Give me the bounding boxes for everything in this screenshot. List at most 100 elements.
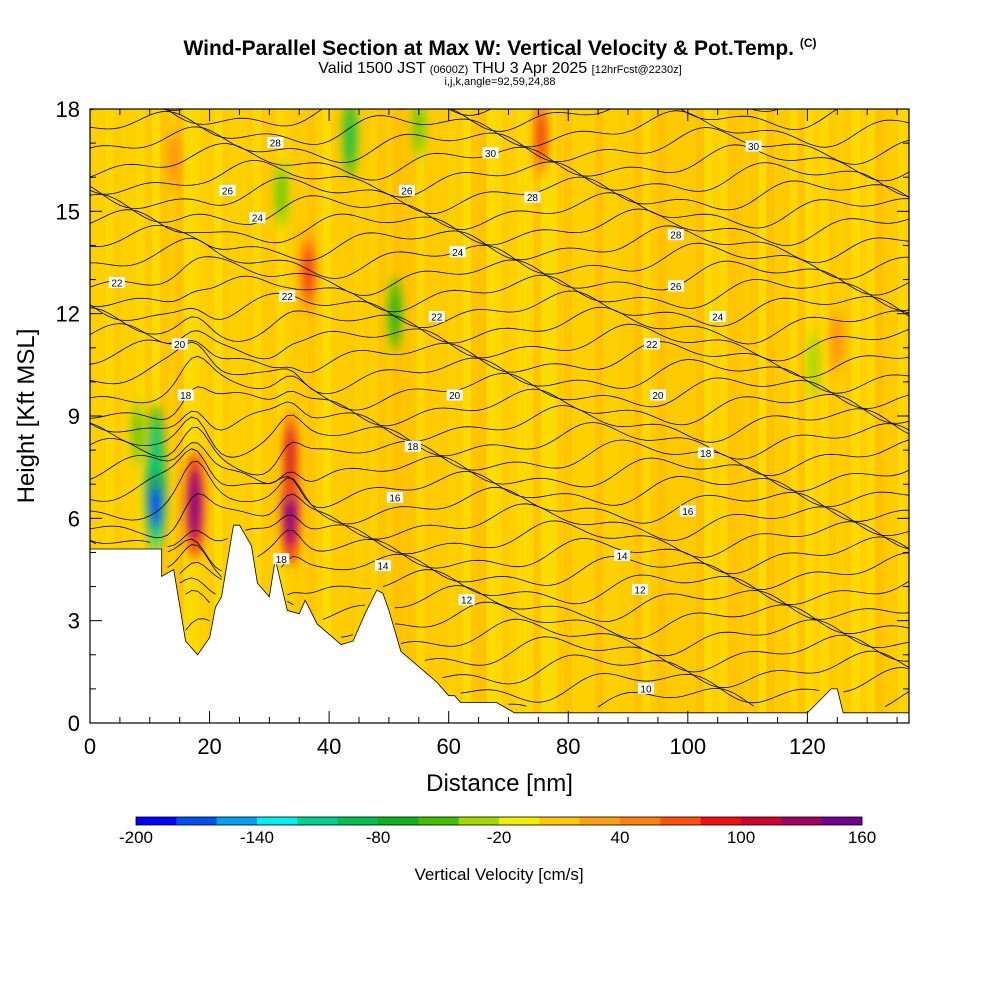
valid-zulu: (0600Z) xyxy=(429,64,469,76)
velocity-column xyxy=(470,109,480,723)
velocity-column xyxy=(556,109,565,723)
velocity-column xyxy=(431,109,441,723)
theta-contour xyxy=(90,126,909,165)
velocity-column xyxy=(579,109,589,723)
velocity-column xyxy=(595,109,604,723)
colorbar-swatch xyxy=(700,817,742,825)
velocity-column xyxy=(649,109,659,723)
theta-contour xyxy=(90,442,909,492)
theta-contour xyxy=(90,493,909,541)
theta-contour xyxy=(90,110,909,148)
y-tick-label: 3 xyxy=(68,609,80,634)
terrain-mask xyxy=(90,524,909,723)
theta-contour xyxy=(90,256,909,296)
velocity-column xyxy=(882,109,892,723)
contour-label: 28 xyxy=(670,231,682,242)
contour-label-bg xyxy=(667,280,684,292)
velocity-column xyxy=(634,109,643,723)
contour-label: 14 xyxy=(377,562,389,573)
contour-label: 24 xyxy=(452,248,464,259)
contour-label-bg xyxy=(171,338,188,350)
velocity-column xyxy=(447,109,457,723)
contour-label-bg xyxy=(374,560,391,572)
chart-title: Wind-Parallel Section at Max W: Vertical… xyxy=(0,36,1000,61)
velocity-column xyxy=(641,109,651,723)
velocity-column xyxy=(564,109,573,723)
colorbar-swatch xyxy=(136,817,177,825)
contour-label: 24 xyxy=(252,214,264,225)
velocity-column xyxy=(439,109,449,723)
velocity-column xyxy=(400,109,410,723)
contour-label-bg xyxy=(108,276,125,288)
axes: 0 20 40 60 80 100 120 0 3 6 9 12 15 18 xyxy=(56,97,909,759)
contour-label: 20 xyxy=(652,391,664,402)
velocity-column xyxy=(369,109,379,723)
contour-label: 22 xyxy=(282,292,294,303)
contour-label: 18 xyxy=(700,449,712,460)
velocity-column xyxy=(362,109,371,723)
theta-contour xyxy=(90,160,909,198)
velocity-column xyxy=(214,109,223,723)
contour-label: 22 xyxy=(111,278,123,289)
velocity-column xyxy=(509,109,519,723)
colorbar-tick-label: -20 xyxy=(487,828,512,847)
contour-label-bg xyxy=(631,583,648,595)
contour-label: 12 xyxy=(634,585,646,596)
velocity-column xyxy=(478,109,488,723)
theta-contour xyxy=(90,426,909,477)
theta-contour xyxy=(442,650,909,689)
colorbar-swatch xyxy=(821,817,863,825)
velocity-column xyxy=(548,109,558,723)
contour-label: 16 xyxy=(389,493,401,504)
theta-contour xyxy=(90,274,909,313)
velocity-column xyxy=(385,109,394,723)
theta-contour xyxy=(90,290,909,329)
velocity-column xyxy=(657,109,666,723)
contour-label: 22 xyxy=(431,313,443,324)
theta-contour xyxy=(460,667,909,704)
theta-contour xyxy=(90,192,909,231)
y-tick-label: 6 xyxy=(68,506,80,531)
contour-label-bg xyxy=(273,553,290,565)
theta-contour xyxy=(90,208,909,246)
theta-contour xyxy=(90,355,909,411)
theta-contour xyxy=(90,401,909,443)
velocity-column xyxy=(789,109,799,723)
contour-label-bg xyxy=(386,491,403,503)
colorbar-swatch xyxy=(539,817,580,825)
velocity-cell xyxy=(188,469,201,541)
velocity-column xyxy=(859,109,868,723)
contour-label-bg xyxy=(219,184,236,196)
velocity-column xyxy=(307,109,317,723)
velocity-column xyxy=(688,109,697,723)
colorbar-frame xyxy=(135,816,863,826)
velocity-column xyxy=(735,109,744,723)
theta-contour xyxy=(161,109,780,116)
theta-contour xyxy=(90,460,909,525)
chart-subtitle: Valid 1500 JST (0600Z) THU 3 Apr 2025 [1… xyxy=(0,60,1000,78)
velocity-column xyxy=(121,109,130,723)
colorbar-swatch xyxy=(418,817,459,825)
velocity-column xyxy=(540,109,550,723)
contour-label: 28 xyxy=(270,139,282,150)
colorbar-swatch xyxy=(620,817,661,825)
contour-label: 28 xyxy=(527,193,539,204)
velocity-column xyxy=(455,109,464,723)
velocity-column xyxy=(338,109,348,723)
theta-contour xyxy=(90,448,909,509)
theta-contour xyxy=(90,341,909,395)
colorbar-swatch xyxy=(741,817,782,825)
velocity-column xyxy=(867,109,876,723)
velocity-column xyxy=(797,109,806,723)
velocity-column xyxy=(602,109,612,723)
velocity-column xyxy=(672,109,682,723)
x-tick-label: 20 xyxy=(197,734,221,759)
contour-label-bg xyxy=(709,311,726,323)
x-axis-label: Distance [nm] xyxy=(426,770,573,797)
theta-contour xyxy=(90,176,909,215)
plot-area: 28 30 30 26 26 28 28 24 24 22 22 26 22 24 20 22 18 20 20 18… xyxy=(90,109,909,723)
velocity-column xyxy=(323,109,332,723)
contour-label: 26 xyxy=(670,282,682,293)
theta-contour xyxy=(90,339,909,378)
